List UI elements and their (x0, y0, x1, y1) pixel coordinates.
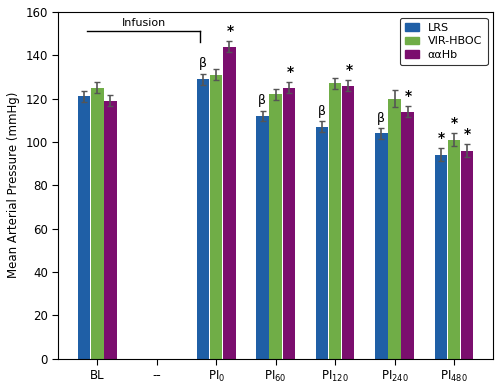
Bar (461, 151, 473, 359)
Bar (329, 83, 342, 359)
Bar (210, 75, 222, 359)
Bar (448, 140, 460, 359)
Text: β: β (377, 111, 385, 125)
Bar (388, 99, 401, 359)
Bar (270, 94, 282, 359)
Bar (78, 97, 90, 359)
Text: Infusion: Infusion (122, 18, 166, 28)
Text: *: * (438, 131, 444, 145)
Bar (197, 79, 209, 359)
Legend: LRS, VIR-HBOC, ααHb: LRS, VIR-HBOC, ααHb (400, 18, 488, 65)
Bar (223, 47, 235, 359)
Bar (282, 88, 295, 359)
Text: *: * (286, 65, 294, 79)
Bar (434, 155, 447, 359)
Text: β: β (198, 57, 206, 70)
Text: *: * (227, 24, 234, 38)
Text: *: * (450, 116, 458, 130)
Bar (316, 127, 328, 359)
Bar (402, 111, 414, 359)
Y-axis label: Mean Arterial Pressure (mmHg): Mean Arterial Pressure (mmHg) (7, 92, 20, 278)
Bar (376, 133, 388, 359)
Text: *: * (346, 63, 353, 77)
Text: *: * (406, 89, 412, 103)
Text: *: * (464, 127, 470, 141)
Text: β: β (318, 105, 326, 118)
Bar (104, 101, 117, 359)
Text: β: β (258, 94, 266, 107)
Bar (256, 116, 269, 359)
Bar (91, 88, 104, 359)
Bar (342, 86, 354, 359)
